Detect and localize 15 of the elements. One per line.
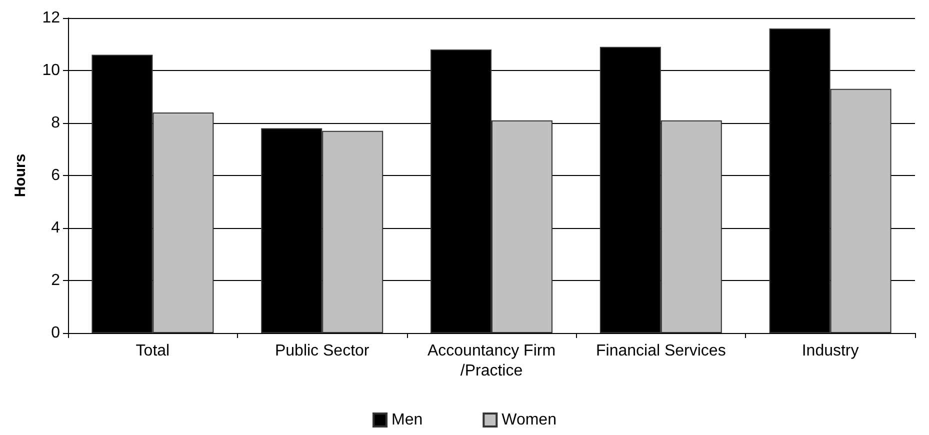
x-tick-label: Financial Services bbox=[596, 342, 726, 360]
y-tick-label: 6 bbox=[51, 167, 60, 184]
y-tick-label: 2 bbox=[51, 272, 60, 289]
x-tick-label: Public Sector bbox=[274, 342, 370, 360]
x-tick-label: Total bbox=[136, 342, 170, 360]
x-tick-label: Industry bbox=[802, 342, 859, 360]
y-tick-label: 10 bbox=[42, 62, 60, 79]
y-tick-label: 8 bbox=[51, 114, 60, 132]
y-tick-label: 4 bbox=[51, 220, 60, 236]
y-tick-label: 12 bbox=[42, 10, 60, 26]
x-tick-label: Accountancy Firm/Practice bbox=[427, 342, 556, 380]
legend-label: Women bbox=[502, 412, 556, 428]
y-tick-label: 0 bbox=[51, 324, 60, 342]
legend-label: Men bbox=[392, 412, 423, 428]
y-axis-title: Hours bbox=[12, 154, 29, 198]
